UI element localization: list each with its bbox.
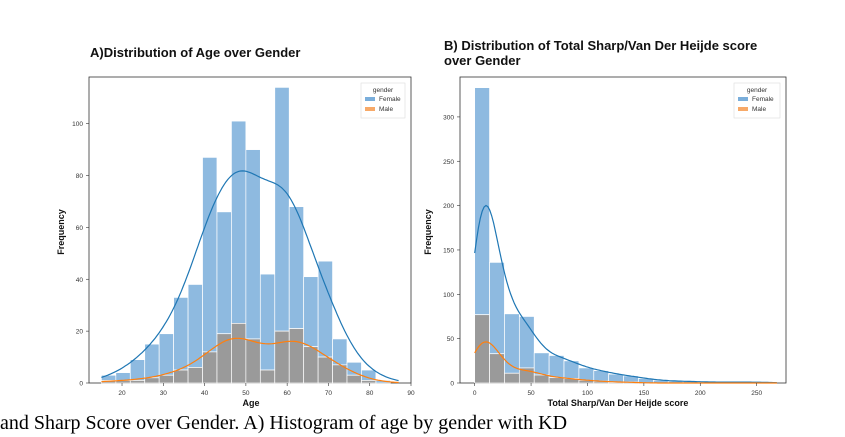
chart-b-bar-upper-9	[608, 373, 624, 383]
chart-a-bar-upper-9	[231, 120, 247, 324]
chart-a-bar-overlap-4	[158, 374, 174, 384]
chart-a-bar-overlap-13	[288, 328, 305, 384]
chart-b-legend-title: gender	[747, 87, 768, 94]
chart-b-legend-female: Female	[752, 96, 774, 103]
chart-age-distribution: A)Distribution of Age over Gender 20 30 40…	[56, 45, 415, 408]
chart-a-xtick-label-7: 90	[407, 390, 415, 397]
chart-sharp-score-distribution: B) Distribution of Total Sharp/Van Der H…	[423, 38, 787, 408]
chart-b-title-line-1: B) Distribution of Total Sharp/Van Der H…	[444, 38, 757, 53]
chart-a-bar-upper-6	[187, 284, 203, 368]
chart-a-ytick-label-2: 40	[76, 277, 84, 284]
chart-a-xtick-label-2: 40	[201, 390, 209, 397]
chart-b-bar-upper-4	[533, 352, 550, 376]
chart-a-kde-female	[101, 170, 399, 382]
chart-b-xlabel: Total Sharp/Van Der Heijde score	[548, 398, 689, 408]
chart-a-ytick-label-0: 0	[79, 381, 83, 388]
chart-b-legend: gender Female Male	[733, 82, 781, 119]
chart-a-bar-upper-2	[129, 359, 146, 381]
chart-a-bar-upper-5	[173, 297, 189, 371]
chart-a-bar-upper-15	[317, 260, 333, 358]
chart-a-ytick-label-4: 80	[76, 173, 84, 180]
chart-a-legend-swatch-female	[365, 97, 375, 101]
chart-a-bar-overlap-9	[231, 323, 247, 384]
chart-b-bar-upper-5	[548, 355, 565, 379]
chart-b-title-line-2: over Gender	[444, 53, 521, 68]
chart-b-legend-swatch-female	[738, 97, 748, 101]
chart-b-kde-male	[474, 341, 777, 384]
chart-a-xtick-label-5: 70	[325, 390, 333, 397]
chart-a-ytick-label-3: 60	[76, 225, 84, 232]
chart-b-ytick-label-5: 250	[443, 159, 454, 166]
chart-b-bar-upper-0	[474, 87, 490, 316]
chart-a-bar-upper-1	[115, 372, 131, 381]
chart-b-xtick-label-0: 0	[473, 390, 477, 397]
chart-b-xtick-label-5: 250	[751, 390, 762, 397]
chart-a-bar-upper-17	[346, 361, 362, 376]
chart-b-xtick-label-2: 100	[582, 390, 593, 397]
chart-b-bar-overlap-1	[489, 353, 505, 384]
chart-b-xtick-label-4: 200	[695, 390, 706, 397]
chart-b-bar-overlap-2	[504, 372, 520, 384]
chart-a-bar-upper-13	[288, 206, 305, 329]
chart-a-legend-female: Female	[379, 96, 401, 103]
chart-b-bar-upper-7	[578, 367, 595, 381]
chart-a-bar-overlap-11	[259, 369, 276, 384]
chart-a-bar-upper-12	[274, 87, 290, 332]
chart-a-bar-upper-10	[245, 149, 261, 340]
chart-a-xtick-label-4: 60	[284, 390, 292, 397]
chart-b-ytick-label-6: 300	[443, 114, 454, 121]
chart-a-bar-upper-11	[259, 273, 276, 371]
chart-a-legend-male: Male	[379, 106, 393, 113]
chart-a-bar-upper-3	[144, 343, 160, 379]
chart-a-xtick-label-3: 50	[242, 390, 250, 397]
chart-b-kde-female	[474, 204, 778, 384]
chart-a-bar-upper-7	[202, 157, 218, 353]
chart-a-bar-overlap-18	[361, 380, 377, 384]
chart-b-bar-upper-1	[489, 262, 505, 355]
chart-b-ytick-label-4: 200	[443, 203, 454, 210]
chart-a-legend-title: gender	[373, 87, 394, 94]
chart-b-ytick-label-2: 100	[443, 292, 454, 299]
chart-a-bar-overlap-10	[245, 338, 261, 384]
chart-a-bar-overlap-2	[129, 380, 146, 384]
chart-a-bar-overlap-17	[346, 374, 362, 384]
chart-a-ytick-label-5: 100	[72, 121, 83, 128]
chart-a-bar-overlap-5	[173, 369, 189, 384]
chart-b-bar-overlap-5	[548, 377, 565, 384]
chart-a-kde-male	[101, 337, 399, 384]
chart-b-legend-male: Male	[752, 106, 766, 113]
chart-a-bar-overlap-14	[303, 346, 319, 384]
chart-a-bar-overlap-7	[202, 351, 218, 384]
chart-a-bar-upper-4	[158, 333, 174, 376]
figure-caption: and Sharp Score over Gender. A) Histogra…	[0, 412, 568, 434]
chart-a-legend-swatch-male	[365, 107, 375, 111]
chart-b-ytick-label-1: 50	[447, 336, 455, 343]
chart-b-bar-upper-2	[504, 313, 520, 374]
chart-a-ytick-label-1: 20	[76, 329, 84, 336]
chart-b-ytick-label-0: 0	[450, 381, 454, 388]
chart-a-xlabel: Age	[242, 398, 259, 408]
chart-a-bar-overlap-12	[274, 330, 290, 384]
chart-a-ylabel: Frequency	[56, 209, 66, 255]
chart-b-xtick-label-3: 150	[638, 390, 649, 397]
chart-a-bar-upper-0	[101, 374, 117, 381]
chart-a-bar-upper-8	[216, 211, 232, 335]
chart-b-ylabel: Frequency	[423, 209, 433, 255]
chart-a-title: A)Distribution of Age over Gender	[90, 45, 300, 60]
chart-a-bar-overlap-15	[317, 356, 333, 384]
chart-a-bar-overlap-6	[187, 367, 203, 384]
chart-a-xtick-label-0: 20	[118, 390, 126, 397]
chart-a-legend: gender Female Male	[360, 82, 406, 119]
chart-b-bar-overlap-4	[533, 374, 550, 384]
chart-a-xtick-label-1: 30	[160, 390, 168, 397]
chart-a-bar-upper-14	[303, 276, 319, 348]
chart-a-xtick-label-6: 80	[366, 390, 374, 397]
chart-b-legend-swatch-male	[738, 107, 748, 111]
chart-a-bar-overlap-3	[144, 377, 160, 384]
chart-b-ytick-label-3: 150	[443, 247, 454, 254]
chart-b-xtick-label-1: 50	[527, 390, 535, 397]
